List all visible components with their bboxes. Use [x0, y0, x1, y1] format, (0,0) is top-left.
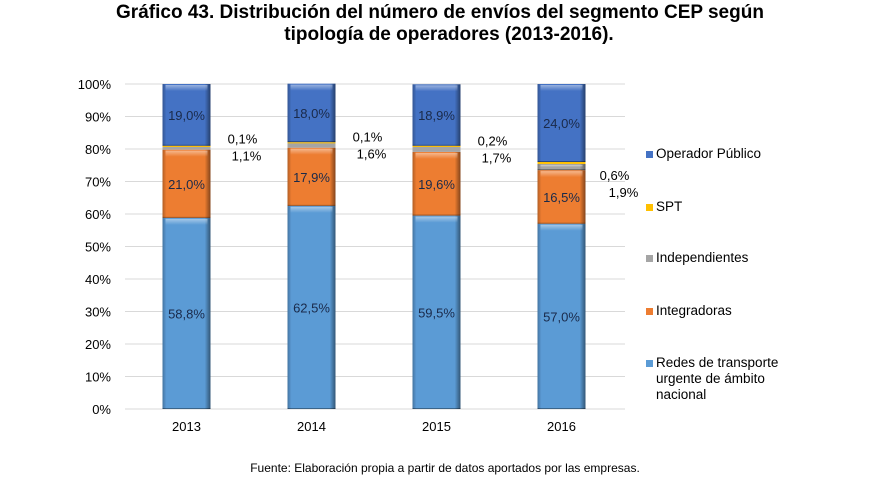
bar-segment-highlight [415, 216, 458, 223]
y-tick-label: 70% [85, 175, 111, 190]
bar-segment [162, 145, 211, 147]
data-label: 62,5% [293, 300, 330, 315]
bar-segment-highlight [415, 152, 458, 159]
y-tick-label: 90% [85, 110, 111, 125]
legend-item: Redes de transporte urgente de ámbito na… [646, 355, 806, 403]
data-label: 57,0% [543, 309, 580, 324]
legend-label: Independientes [656, 250, 749, 265]
data-label: 58,8% [168, 306, 205, 321]
bar-segment-shading [287, 147, 336, 206]
data-label-independientes: 1,7% [482, 151, 512, 166]
legend-label: SPT [656, 199, 683, 214]
bar-segment-highlight [540, 224, 583, 231]
data-label: 19,6% [418, 177, 455, 192]
bar-segment-shading [412, 151, 461, 216]
bar-segment-shading [287, 205, 336, 409]
bars [162, 83, 586, 409]
chart-title-line-2: tipología de operadores (2013-2016). [284, 24, 614, 45]
bar-segment-highlight [290, 148, 333, 155]
bar-stack-2015 [412, 84, 461, 409]
y-tick-label: 60% [85, 207, 111, 222]
data-label-spt: 0,1% [228, 131, 258, 146]
bar-stack-2016 [537, 84, 586, 409]
bar-segment-shading [162, 149, 211, 218]
bar-segment-highlight [165, 150, 208, 157]
data-label-spt: 0,6% [600, 168, 630, 183]
legend-label: Integradoras [656, 303, 732, 318]
data-label: 21,0% [168, 177, 205, 192]
bar-segment-shading [537, 84, 586, 162]
legend-item: Operador Público [646, 146, 806, 162]
data-labels: 58,8% 21,0% 19,0% 62,5% 17,9% 18,0% 59,5% 19,6%… [168, 106, 639, 324]
bar-stack-2013 [162, 84, 211, 409]
bar-segment-highlight [165, 218, 208, 225]
bar-segment-highlight [290, 206, 333, 213]
data-label: 24,0% [543, 116, 580, 131]
y-tick-label: 10% [85, 370, 111, 385]
bar-segment-highlight [540, 171, 583, 178]
x-axis: 2013 2014 2015 2016 [172, 419, 576, 434]
legend-item: SPT [646, 199, 806, 215]
legend-item: Independientes [646, 250, 806, 266]
bar-segment [412, 145, 461, 147]
y-tick-label: 0% [92, 402, 111, 417]
legend-item: Integradoras [646, 303, 806, 319]
legend-swatch [646, 255, 653, 262]
bar-segment-shading [537, 170, 586, 224]
data-label-independientes: 1,6% [357, 146, 387, 161]
data-label-independientes: 1,9% [609, 185, 639, 200]
y-tick-label: 40% [85, 272, 111, 287]
bar-segment [162, 146, 211, 150]
bar-segment [537, 162, 586, 164]
legend-label: Operador Público [656, 146, 762, 161]
x-tick-label: 2013 [172, 419, 201, 434]
x-tick-label: 2016 [547, 419, 576, 434]
y-tick-label: 20% [85, 337, 111, 352]
y-tick-label: 80% [85, 142, 111, 157]
data-label-spt: 0,2% [478, 134, 508, 149]
bar-segment-highlight [165, 85, 208, 91]
bar-segment-highlight [415, 85, 458, 92]
bar-segment-shading [537, 223, 586, 409]
bar-segment-highlight [290, 84, 333, 91]
bar-segment-shading [412, 215, 461, 409]
bar-segment [287, 142, 336, 144]
data-label: 18,9% [418, 108, 455, 123]
y-axis: 0% 10% 20% 30% 40% 50% 60% 70% 80% 90% 100% [78, 77, 112, 417]
bar-stack-2014 [287, 83, 336, 409]
x-tick-label: 2014 [297, 419, 326, 434]
chart-title-line-1: Gráfico 43. Distribución del número de e… [116, 2, 764, 23]
bar-segment-shading [537, 163, 586, 171]
bar-segment [287, 142, 336, 148]
y-tick-label: 30% [85, 305, 111, 320]
legend-swatch [646, 308, 653, 315]
legend-swatch [646, 360, 653, 367]
bar-segment-shading [287, 83, 336, 143]
bar-segment [412, 146, 461, 152]
data-label: 17,9% [293, 170, 330, 185]
y-tick-label: 50% [85, 240, 111, 255]
data-label: 18,0% [293, 106, 330, 121]
chart-title: Gráfico 43. Distribución del número de e… [0, 2, 880, 46]
bar-segment-shading [162, 217, 211, 409]
data-label: 59,5% [418, 305, 455, 320]
source-note: Fuente: Elaboración propia a partir de d… [250, 461, 640, 475]
data-label: 19,0% [168, 108, 205, 123]
legend-swatch [646, 151, 653, 158]
x-tick-label: 2015 [422, 419, 451, 434]
bar-segment-shading [412, 84, 461, 146]
legend-label: Redes de transporte urgente de ámbito na… [656, 355, 779, 402]
legend-swatch [646, 204, 653, 211]
data-label: 16,5% [543, 190, 580, 205]
y-tick-label: 100% [78, 77, 112, 92]
data-label-spt: 0,1% [353, 129, 383, 144]
data-label-independientes: 1,1% [232, 148, 262, 163]
bar-segment-highlight [540, 164, 583, 168]
bar-segment-shading [162, 84, 211, 146]
bar-segment-highlight [540, 85, 583, 91]
